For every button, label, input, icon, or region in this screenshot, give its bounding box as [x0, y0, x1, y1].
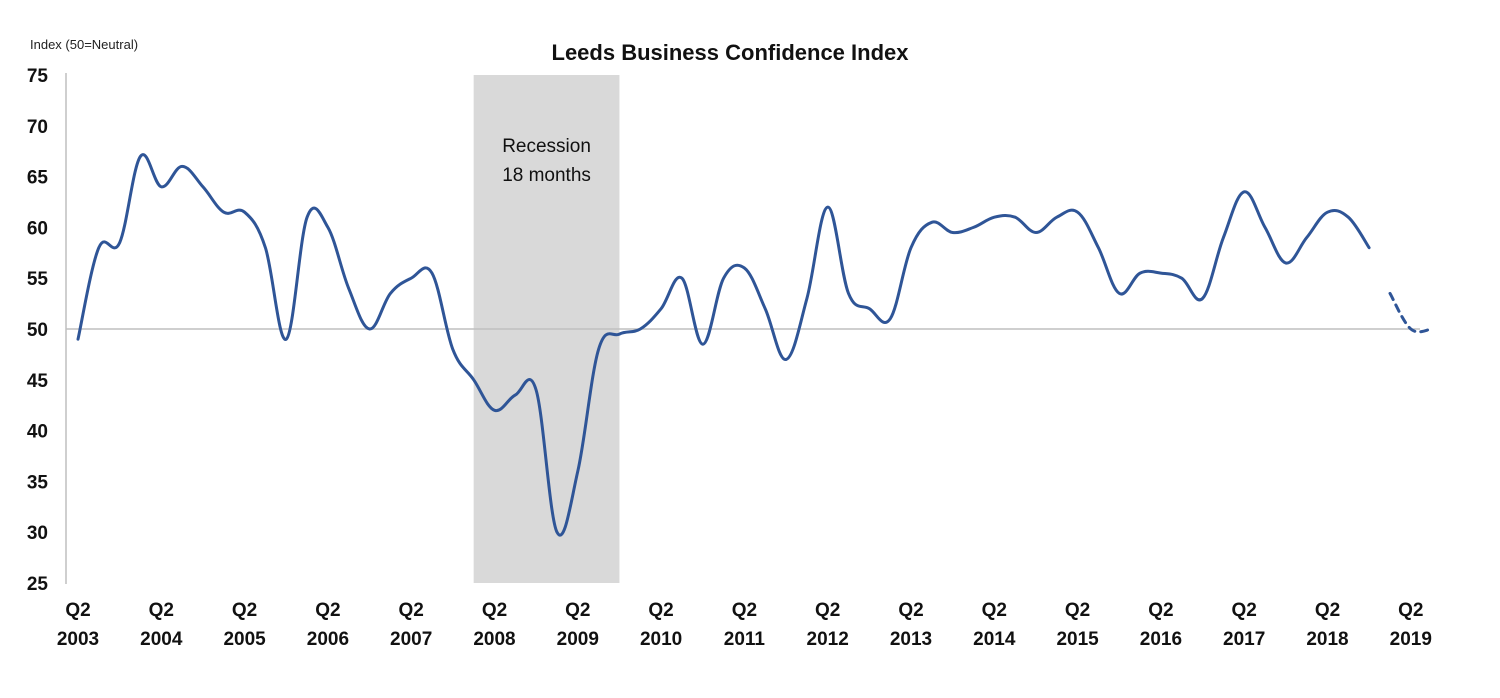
x-tick-label-quarter: Q2 — [815, 600, 840, 621]
chart-title: Leeds Business Confidence Index — [552, 40, 910, 65]
y-tick-labels: 75 70 65 60 55 50 45 40 35 30 25 — [27, 66, 49, 595]
x-tick-label-year: 2017 — [1223, 629, 1265, 650]
y-tick-label: 40 — [27, 422, 48, 443]
x-tick-label-year: 2009 — [557, 629, 599, 650]
y-tick-label: 30 — [27, 523, 48, 544]
x-tick-label-year: 2019 — [1390, 629, 1432, 650]
x-tick-label-year: 2007 — [390, 629, 432, 650]
x-tick-label-quarter: Q2 — [232, 600, 257, 621]
y-tick-label: 70 — [27, 117, 48, 138]
x-tick-label-year: 2012 — [807, 629, 849, 650]
y-tick-label: 35 — [27, 472, 49, 493]
x-tick-label-quarter: Q2 — [482, 600, 507, 621]
y-tick-label: 55 — [27, 269, 49, 290]
x-tick-label-quarter: Q2 — [982, 600, 1007, 621]
x-tick-label-quarter: Q2 — [732, 600, 757, 621]
x-tick-label-quarter: Q2 — [898, 600, 923, 621]
x-tick-label-quarter: Q2 — [399, 600, 424, 621]
y-tick-label: 45 — [27, 371, 49, 392]
x-tick-label-year: 2014 — [973, 629, 1016, 650]
x-tick-label-quarter: Q2 — [565, 600, 590, 621]
y-tick-label: 25 — [27, 574, 49, 595]
x-tick-label-quarter: Q2 — [1232, 600, 1257, 621]
x-tick-label-quarter: Q2 — [149, 600, 174, 621]
x-tick-label-year: 2010 — [640, 629, 682, 650]
x-tick-label-quarter: Q2 — [1398, 600, 1423, 621]
x-tick-label-quarter: Q2 — [648, 600, 673, 621]
recession-label-line2: 18 months — [502, 165, 591, 186]
x-tick-label-year: 2004 — [140, 629, 183, 650]
x-tick-label-year: 2011 — [724, 629, 766, 650]
x-tick-labels: Q2 2003 Q2 2004 Q2 2005 Q2 2006 Q2 2007 Q2 2008 Q2 20… — [57, 600, 1432, 650]
recession-label-line1: Recession — [502, 136, 591, 157]
series-lines — [76, 153, 1434, 537]
x-tick-label-year: 2015 — [1056, 629, 1099, 650]
y-axis-title: Index (50=Neutral) — [30, 37, 138, 52]
x-tick-label-quarter: Q2 — [1065, 600, 1090, 621]
y-tick-label: 50 — [27, 320, 48, 341]
x-tick-label-year: 2008 — [473, 629, 515, 650]
x-tick-label-year: 2003 — [57, 629, 99, 650]
y-tick-label: 75 — [27, 66, 49, 87]
x-tick-label-quarter: Q2 — [65, 600, 90, 621]
forecast-dashed-line — [1388, 291, 1434, 334]
y-tick-label: 60 — [27, 218, 48, 239]
x-tick-label-quarter: Q2 — [315, 600, 340, 621]
x-tick-label-year: 2005 — [223, 629, 266, 650]
confidence-index-line — [76, 153, 1371, 537]
x-tick-label-year: 2016 — [1140, 629, 1182, 650]
x-tick-label-quarter: Q2 — [1315, 600, 1340, 621]
x-tick-label-year: 2013 — [890, 629, 932, 650]
x-tick-label-year: 2018 — [1306, 629, 1348, 650]
x-tick-label-quarter: Q2 — [1148, 600, 1173, 621]
y-tick-label: 65 — [27, 168, 49, 189]
x-tick-label-year: 2006 — [307, 629, 349, 650]
